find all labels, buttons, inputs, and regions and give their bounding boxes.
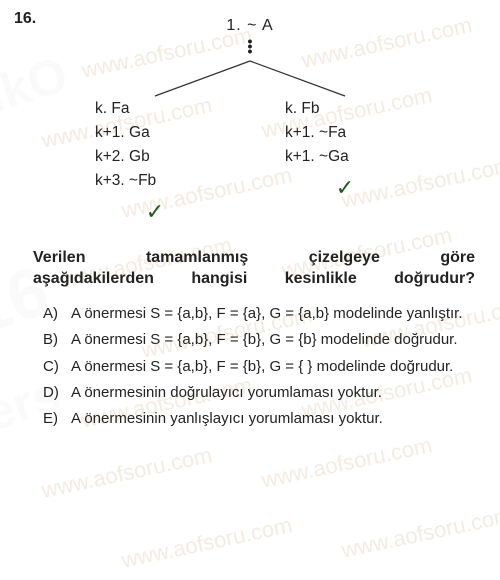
option-d[interactable]: D) A önermesinin doğrulayıcı yorumlaması… [43, 383, 475, 403]
option-a[interactable]: A) A önermesi S = {a,b}, F = {a}, G = {a… [43, 304, 475, 324]
tree-branches [100, 56, 400, 101]
question-content: 16. 1. ~ A ••• k. Fa k+1. Ga k+2. Gb k+3… [0, 0, 500, 445]
option-c[interactable]: C) A önermesi S = {a,b}, F = {b}, G = { … [43, 357, 475, 377]
question-number: 16. [14, 10, 36, 28]
question-stem: Verilen tamamlanmış çizelgeye göre aşağı… [33, 247, 475, 290]
options-list: A) A önermesi S = {a,b}, F = {a}, G = {a… [43, 304, 475, 429]
option-e[interactable]: E) A önermesinin yanlışlayıcı yorumlamas… [43, 409, 475, 429]
semantic-tree: 1. ~ A ••• k. Fa k+1. Ga k+2. Gb k+3. ~F… [25, 17, 475, 229]
check-icon: ✓ [285, 171, 405, 205]
option-b[interactable]: B) A önermesi S = {a,b}, F = {b}, G = {b… [43, 330, 475, 350]
check-icon: ✓ [95, 195, 215, 229]
tree-dots: ••• [25, 39, 475, 54]
tree-left-branch: k. Fa k+1. Ga k+2. Gb k+3. ~Fb ✓ [95, 97, 215, 229]
tree-right-branch: k. Fb k+1. ~Fa k+1. ~Ga ✓ [285, 97, 405, 229]
